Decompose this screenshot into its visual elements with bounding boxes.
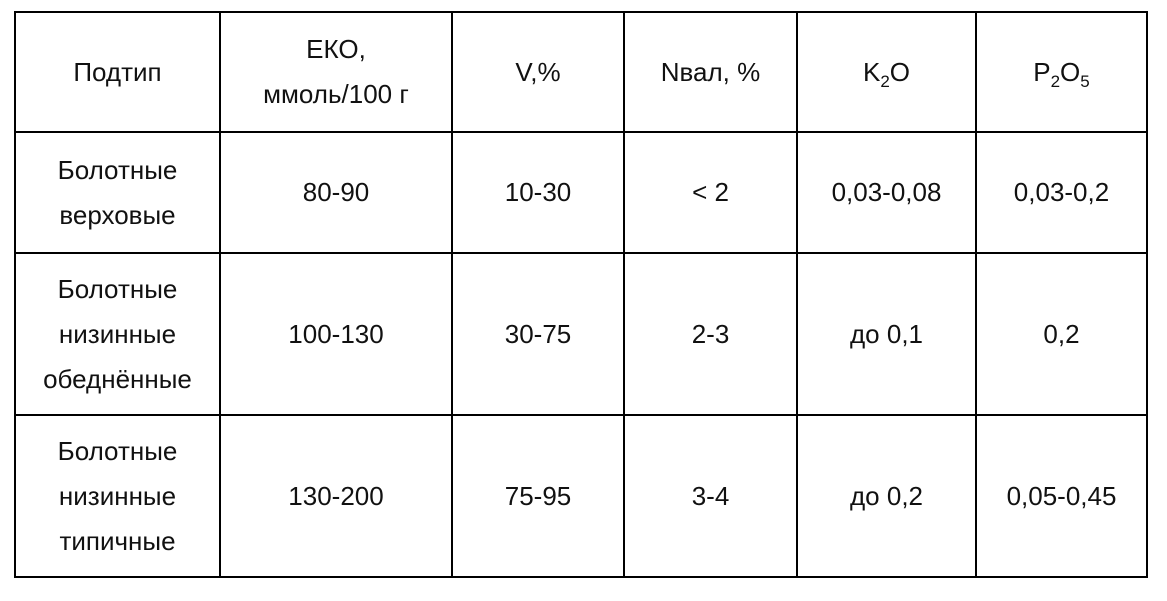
cell-p2o5: 0,03-0,2 <box>975 131 1148 254</box>
header-p2o5-p: P <box>1033 56 1051 87</box>
cell-k2o: до 0,1 <box>796 252 977 416</box>
cell-total-nitrogen: 2-3 <box>623 252 798 416</box>
cell-subtype: Болотные верховые <box>14 131 221 254</box>
cell-k2o: 0,03-0,08 <box>796 131 977 254</box>
cell-base-saturation: 30-75 <box>451 252 625 416</box>
cell-total-nitrogen: < 2 <box>623 131 798 254</box>
header-subtype: Подтип <box>14 11 221 133</box>
cell-cec: 130-200 <box>219 414 453 578</box>
cell-base-saturation: 10-30 <box>451 131 625 254</box>
cell-subtype: Болотные низинные обеднённые <box>14 252 221 416</box>
header-cec: ЕКО, ммоль/100 г <box>219 11 453 133</box>
cell-cec: 100-130 <box>219 252 453 416</box>
header-base-saturation: V,% <box>451 11 625 133</box>
cell-p2o5: 0,2 <box>975 252 1148 416</box>
header-total-nitrogen: Nвал, % <box>623 11 798 133</box>
header-p2o5: P2O5 <box>975 11 1148 133</box>
cell-k2o: до 0,2 <box>796 414 977 578</box>
cell-cec: 80-90 <box>219 131 453 254</box>
soil-properties-table: Подтип ЕКО, ммоль/100 г V,% Nвал, % K2O … <box>14 11 1148 578</box>
header-p2o5-o-sub: 5 <box>1080 71 1090 91</box>
table-row: Болотные низинные типичные 130-200 75-95… <box>14 414 1148 578</box>
cell-p2o5: 0,05-0,45 <box>975 414 1148 578</box>
header-k2o: K2O <box>796 11 977 133</box>
cell-total-nitrogen: 3-4 <box>623 414 798 578</box>
header-k2o-k: K <box>862 56 881 87</box>
table-row: Болотные низинные обеднённые 100-130 30-… <box>14 252 1148 416</box>
cell-base-saturation: 75-95 <box>451 414 625 578</box>
header-k2o-sub: 2 <box>880 71 890 91</box>
header-p2o5-p-sub: 2 <box>1050 71 1061 91</box>
cell-subtype: Болотные низинные типичные <box>14 414 221 578</box>
header-p2o5-o: O <box>1060 56 1081 87</box>
table-header-row: Подтип ЕКО, ммоль/100 г V,% Nвал, % K2O … <box>14 11 1148 133</box>
header-k2o-o: O <box>889 56 911 87</box>
table-row: Болотные верховые 80-90 10-30 < 2 0,03-0… <box>14 131 1148 254</box>
